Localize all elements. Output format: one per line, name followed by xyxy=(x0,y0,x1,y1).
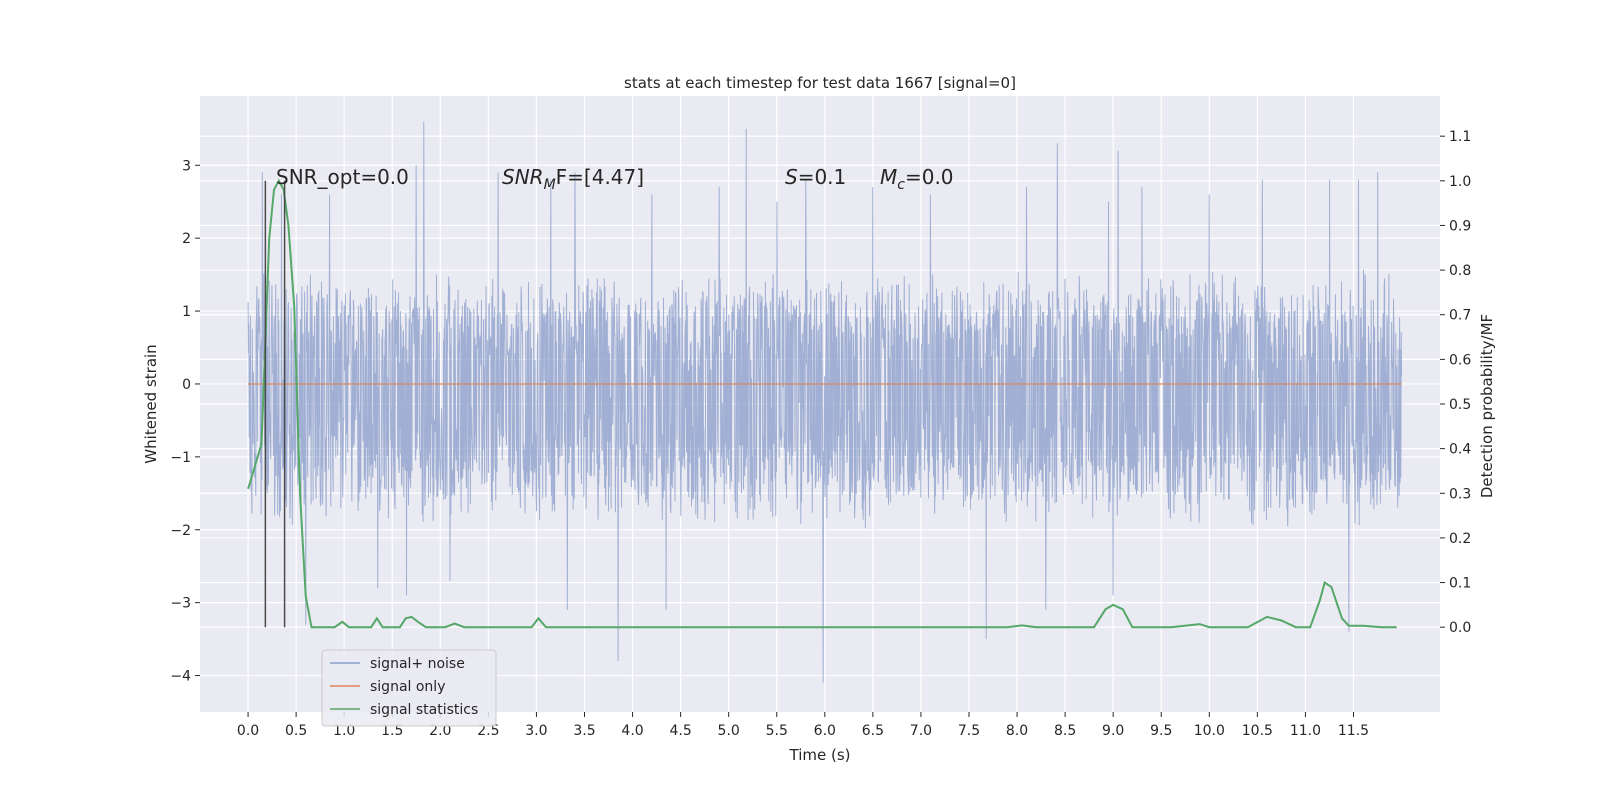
x-tick-label: 9.5 xyxy=(1150,723,1172,739)
legend-label-signal-noise: signal+ noise xyxy=(370,656,465,672)
y2-tick-label: 0.9 xyxy=(1449,218,1471,234)
x-tick-label: 4.5 xyxy=(669,723,691,739)
signal-noise-line xyxy=(247,121,1403,683)
y2-tick-label: 0.3 xyxy=(1449,486,1471,502)
y2-axis-ticks: 1.1 1.0 0.9 0.8 0.7 0.6 0.5 0.4 0.3 0.2 0.1 0.0 xyxy=(1440,129,1471,636)
y-tick-label: −3 xyxy=(170,596,191,612)
x-tick-label: 1.0 xyxy=(333,723,355,739)
y-tick-label: −2 xyxy=(170,523,191,539)
y2-tick-label: 0.6 xyxy=(1449,352,1471,368)
annotation-mc: Mc=0.0 xyxy=(880,165,954,193)
x-tick-label: 6.5 xyxy=(862,723,884,739)
signal-statistics-line xyxy=(247,178,1397,629)
vertical-markers xyxy=(264,180,286,628)
x-tick-label: 3.0 xyxy=(525,723,547,739)
y-axis-ticks: 3 2 1 0 −1 −2 −3 −4 xyxy=(170,158,200,685)
mc-base: M xyxy=(880,165,897,189)
x-tick-label: 5.0 xyxy=(718,723,740,739)
annotations: SNR_opt=0.0 SNRMF=[4.47] S=0.1 Mc=0.0 xyxy=(276,165,954,193)
y2-tick-label: 0.1 xyxy=(1449,576,1471,592)
x-tick-label: 6.0 xyxy=(814,723,836,739)
y-axis-label: Whitened strain xyxy=(142,344,160,463)
y2-tick-label: 1.1 xyxy=(1449,129,1471,145)
y-tick-label: 3 xyxy=(182,158,191,174)
legend: signal+ noise signal only signal statist… xyxy=(321,649,497,727)
y-tick-label: −1 xyxy=(170,450,191,466)
x-tick-label: 1.5 xyxy=(381,723,403,739)
annotation-snr-opt: SNR_opt=0.0 xyxy=(276,165,409,189)
y-tick-label: −4 xyxy=(170,669,191,685)
signal-noise-series xyxy=(247,121,1403,683)
x-tick-label: 5.5 xyxy=(766,723,788,739)
mc-sub: c xyxy=(897,177,905,193)
mc-rest: =0.0 xyxy=(905,165,954,189)
chart-title: stats at each timestep for test data 166… xyxy=(624,74,1016,92)
snr-mf-sub: M xyxy=(544,177,556,193)
snr-mf-base: SNR xyxy=(502,165,544,189)
y2-tick-label: 1.0 xyxy=(1449,174,1471,190)
x-tick-label: 10.0 xyxy=(1194,723,1225,739)
snr-mf-rest: F=[4.47] xyxy=(556,165,644,189)
y2-tick-label: 0.0 xyxy=(1449,620,1471,636)
y-tick-label: 0 xyxy=(182,377,191,393)
x-axis-ticks: 0.0 0.5 1.0 1.5 2.0 2.5 3.0 3.5 4.0 4.5 5.0 5.5 6.0 6… xyxy=(237,712,1369,739)
s-base: S xyxy=(785,165,798,189)
x-tick-label: 0.0 xyxy=(237,723,259,739)
signal-statistics-series xyxy=(247,178,1397,629)
x-tick-label: 11.5 xyxy=(1338,723,1369,739)
y2-tick-label: 0.4 xyxy=(1449,442,1471,458)
x-axis-label: Time (s) xyxy=(789,746,851,764)
x-tick-label: 11.0 xyxy=(1290,723,1321,739)
y2-axis-label: Detection probability/MF xyxy=(1478,314,1496,498)
x-tick-label: 8.5 xyxy=(1054,723,1076,739)
x-tick-label: 0.5 xyxy=(285,723,307,739)
y2-tick-label: 0.5 xyxy=(1449,397,1471,413)
annotation-snr-mf: SNRMF=[4.47] xyxy=(502,165,644,193)
x-tick-label: 7.5 xyxy=(958,723,980,739)
x-tick-label: 7.0 xyxy=(910,723,932,739)
y-tick-label: 1 xyxy=(182,304,191,320)
s-rest: =0.1 xyxy=(798,165,847,189)
x-tick-label: 2.5 xyxy=(477,723,499,739)
x-tick-label: 8.0 xyxy=(1006,723,1028,739)
x-tick-label: 10.5 xyxy=(1242,723,1273,739)
x-tick-label: 2.0 xyxy=(429,723,451,739)
legend-label-signal-only: signal only xyxy=(370,679,445,695)
annotation-s: S=0.1 xyxy=(785,165,846,189)
y2-tick-label: 0.8 xyxy=(1449,263,1471,279)
x-tick-label: 9.0 xyxy=(1102,723,1124,739)
y2-tick-label: 0.7 xyxy=(1449,308,1471,324)
legend-box xyxy=(321,649,497,727)
x-tick-label: 3.5 xyxy=(573,723,595,739)
x-tick-label: 4.0 xyxy=(621,723,643,739)
legend-label-signal-statistics: signal statistics xyxy=(370,702,478,718)
y-tick-label: 2 xyxy=(182,231,191,247)
y2-tick-label: 0.2 xyxy=(1449,531,1471,547)
